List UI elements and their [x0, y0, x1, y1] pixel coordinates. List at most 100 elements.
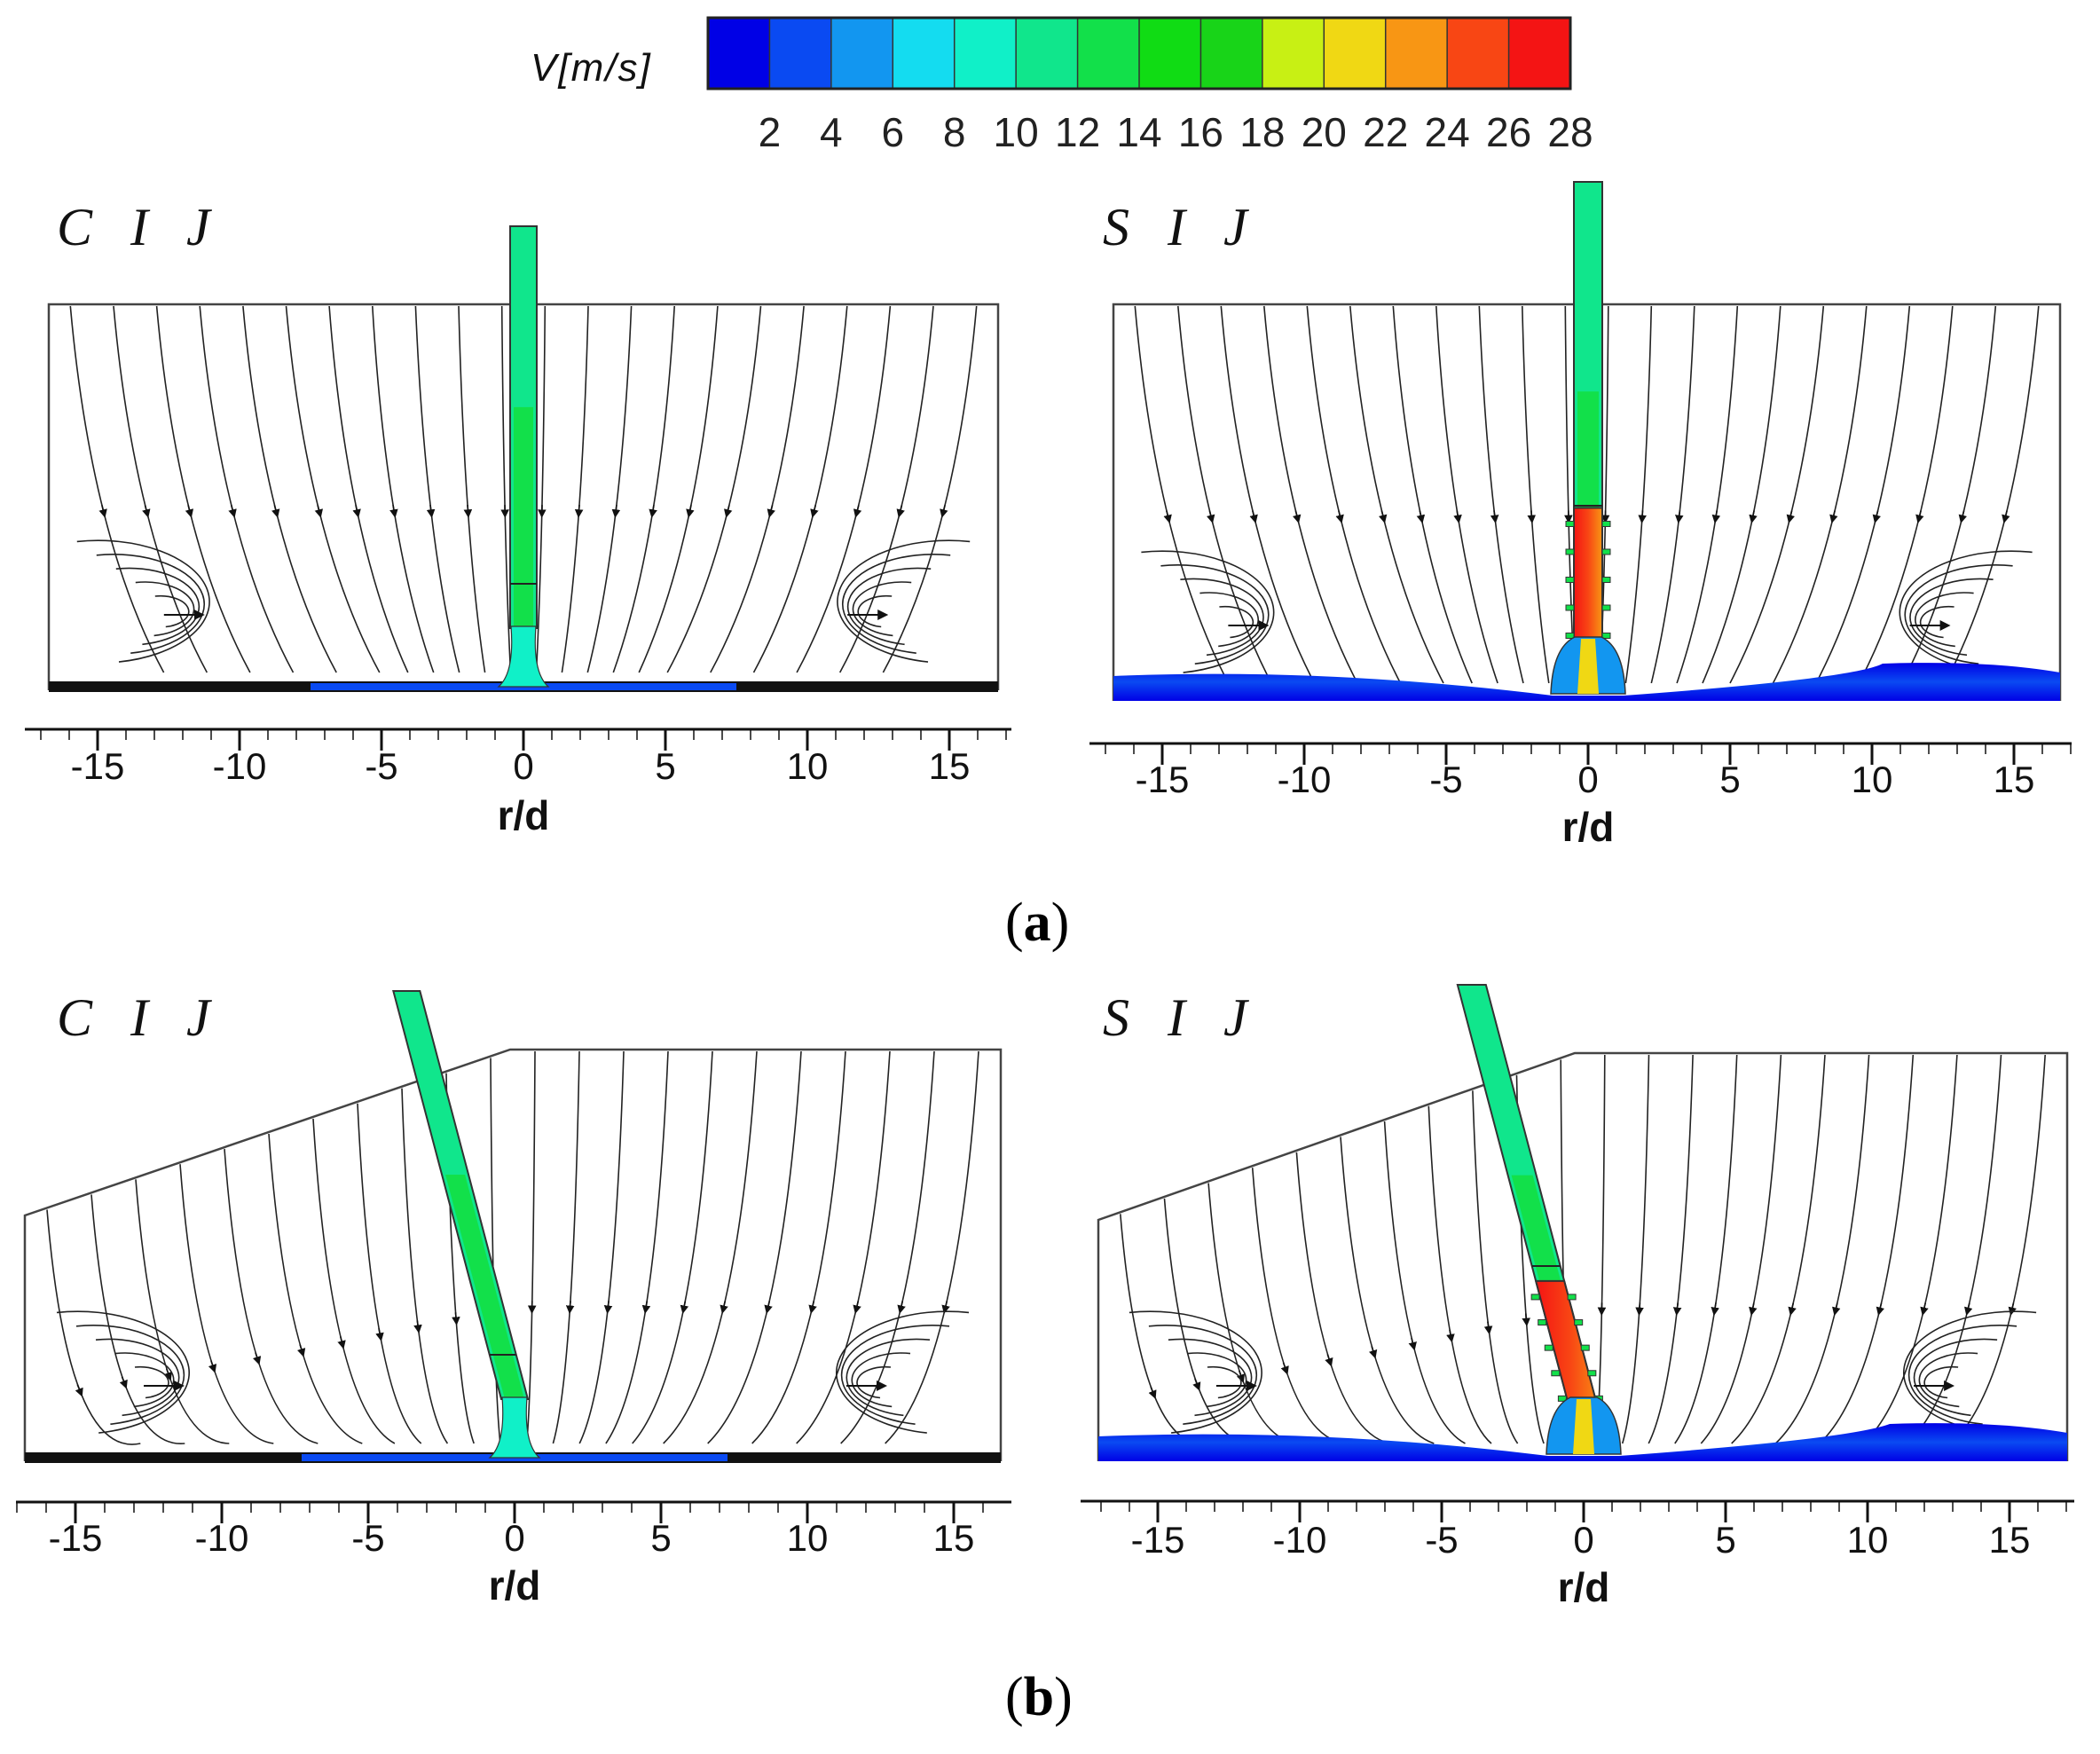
- impingement-core: [1573, 1399, 1594, 1454]
- streamline: [415, 306, 459, 672]
- vortex-streamline: [1199, 593, 1258, 646]
- swirl-vane: [1552, 1371, 1560, 1376]
- streamline-arrow: [1151, 1387, 1154, 1395]
- x-axis-tick-label: 0: [504, 1517, 524, 1559]
- streamline-arrow: [356, 505, 358, 514]
- streamline: [47, 1210, 140, 1445]
- streamline: [754, 306, 847, 672]
- colorbar-label: V[m/s]: [531, 46, 652, 90]
- colorbar-tick-label: 8: [943, 109, 966, 155]
- streamline-arrow: [1923, 1303, 1925, 1312]
- streamline: [527, 1051, 535, 1443]
- streamline: [667, 306, 760, 672]
- streamline-arrow: [689, 505, 691, 514]
- streamline-arrow: [1457, 511, 1459, 520]
- streamline: [1675, 1055, 1737, 1443]
- x-axis-tick-label: 5: [655, 745, 675, 787]
- vortex-streamline: [1207, 1367, 1241, 1398]
- x-axis-tick-label: -10: [1278, 759, 1332, 800]
- x-axis-tick-label: -5: [1425, 1519, 1458, 1561]
- streamline: [711, 306, 804, 672]
- streamline-arrow: [1327, 1355, 1330, 1364]
- x-axis-title: r/d: [489, 1562, 541, 1608]
- streamline: [1221, 306, 1314, 683]
- x-axis-tick-label: 5: [1715, 1519, 1735, 1561]
- colorbar-segment: [1324, 18, 1386, 89]
- streamline-arrow: [167, 1369, 169, 1377]
- swirl-vane: [1538, 1320, 1546, 1325]
- streamline: [1651, 306, 1695, 683]
- colorbar-tick-label: 18: [1239, 109, 1285, 155]
- streamline-arrow: [379, 1328, 381, 1337]
- streamline: [459, 306, 485, 672]
- colorbar-segment: [831, 18, 893, 89]
- swirl-vane: [1566, 522, 1574, 527]
- streamline-arrow: [300, 1345, 303, 1354]
- vortex-streamline: [135, 1367, 169, 1398]
- streamline-arrow: [578, 505, 579, 514]
- x-axis-tick-label: -10: [213, 745, 267, 787]
- streamline: [1703, 306, 1781, 683]
- colorbar-segment: [708, 18, 770, 89]
- x-axis-tick-label: -10: [195, 1517, 249, 1559]
- streamline: [358, 1104, 421, 1443]
- colorbar-segment: [893, 18, 955, 89]
- streamline: [708, 1051, 801, 1443]
- streamline: [579, 1051, 624, 1443]
- streamline: [1625, 306, 1651, 683]
- streamline-arrow: [1716, 511, 1718, 520]
- x-axis-tick-label: 0: [1573, 1519, 1593, 1561]
- x-axis-tick-label: -15: [71, 745, 125, 787]
- colorbar-segment: [1262, 18, 1325, 89]
- x-axis-tick-label: 5: [650, 1517, 671, 1559]
- x-axis-tick-label: -5: [1429, 759, 1462, 800]
- streamline-arrow: [767, 1302, 769, 1310]
- streamline: [329, 306, 408, 672]
- streamline: [840, 306, 933, 672]
- streamline: [1307, 306, 1400, 683]
- streamline: [1677, 306, 1737, 683]
- x-axis-tick-label: 5: [1719, 759, 1740, 800]
- streamline: [224, 1149, 318, 1443]
- x-axis-tick-label: 15: [929, 745, 971, 787]
- streamline: [587, 306, 631, 672]
- streamline: [553, 1051, 579, 1443]
- vortex-streamline: [1919, 1353, 1978, 1406]
- streamline-arrow: [1791, 1303, 1793, 1312]
- streamline: [562, 306, 588, 672]
- x-axis-tick-label: 10: [1847, 1519, 1889, 1561]
- streamline-arrow: [1752, 511, 1754, 520]
- streamline: [1623, 1055, 1649, 1443]
- x-axis-tick-label: 10: [787, 1517, 829, 1559]
- streamline: [373, 306, 434, 672]
- streamline: [639, 306, 718, 672]
- colorbar-tick-label: 20: [1302, 109, 1347, 155]
- colorbar-segment: [1509, 18, 1571, 89]
- x-axis-title: r/d: [1558, 1564, 1610, 1610]
- x-axis-tick-label: -15: [1131, 1519, 1185, 1561]
- streamline-arrow: [901, 1302, 902, 1310]
- streamline-arrow: [417, 1320, 418, 1329]
- panel-b-right-tag: S I J: [1103, 987, 1260, 1049]
- swirl-vane: [1602, 522, 1610, 527]
- streamline: [243, 306, 336, 672]
- streamline-arrow: [211, 1361, 214, 1370]
- streamline: [180, 1164, 273, 1443]
- x-axis-tick-label: -10: [1273, 1519, 1327, 1561]
- streamline: [1264, 306, 1357, 683]
- jet-pipe-core: [445, 1175, 524, 1399]
- vortex-streamline: [1188, 1353, 1247, 1406]
- streamline-arrow: [1642, 510, 1643, 519]
- streamline-arrow: [256, 1353, 258, 1362]
- streamline: [1393, 306, 1472, 683]
- x-axis-tick-label: 0: [513, 745, 533, 787]
- streamline-arrow: [1420, 511, 1421, 520]
- streamline-arrow: [1677, 1303, 1678, 1312]
- streamline-arrow: [1488, 1322, 1489, 1331]
- colorbar-segment: [1078, 18, 1140, 89]
- streamline: [1428, 1106, 1491, 1443]
- streamline: [1385, 1121, 1466, 1443]
